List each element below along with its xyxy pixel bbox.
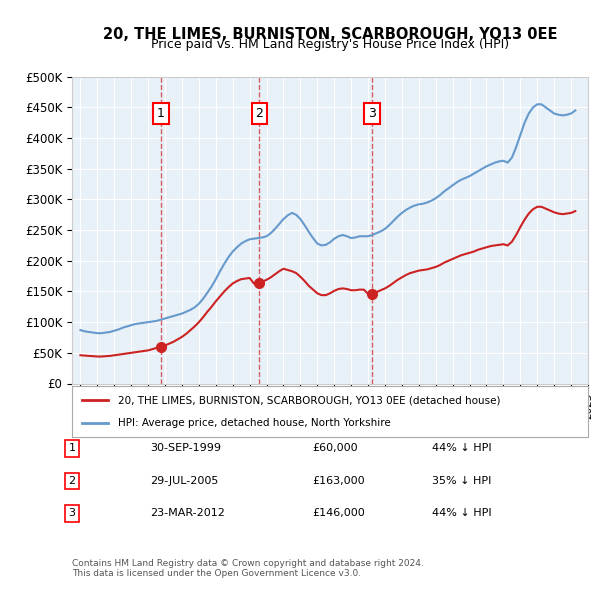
Text: 35% ↓ HPI: 35% ↓ HPI [432,476,491,486]
Text: 2: 2 [256,107,263,120]
Text: £163,000: £163,000 [312,476,365,486]
Text: £60,000: £60,000 [312,444,358,453]
Text: 30-SEP-1999: 30-SEP-1999 [150,444,221,453]
Text: 3: 3 [68,509,76,518]
Text: Price paid vs. HM Land Registry's House Price Index (HPI): Price paid vs. HM Land Registry's House … [151,38,509,51]
Text: 23-MAR-2012: 23-MAR-2012 [150,509,225,518]
Text: 20, THE LIMES, BURNISTON, SCARBOROUGH, YO13 0EE (detached house): 20, THE LIMES, BURNISTON, SCARBOROUGH, Y… [118,395,501,405]
Text: 29-JUL-2005: 29-JUL-2005 [150,476,218,486]
Text: HPI: Average price, detached house, North Yorkshire: HPI: Average price, detached house, Nort… [118,418,391,428]
Text: 1: 1 [68,444,76,453]
Text: 44% ↓ HPI: 44% ↓ HPI [432,509,491,518]
Text: 44% ↓ HPI: 44% ↓ HPI [432,444,491,453]
Text: 2: 2 [68,476,76,486]
Text: 1: 1 [157,107,165,120]
Text: Contains HM Land Registry data © Crown copyright and database right 2024.
This d: Contains HM Land Registry data © Crown c… [72,559,424,578]
Text: £146,000: £146,000 [312,509,365,518]
Text: 20, THE LIMES, BURNISTON, SCARBOROUGH, YO13 0EE: 20, THE LIMES, BURNISTON, SCARBOROUGH, Y… [103,27,557,41]
Text: 3: 3 [368,107,376,120]
